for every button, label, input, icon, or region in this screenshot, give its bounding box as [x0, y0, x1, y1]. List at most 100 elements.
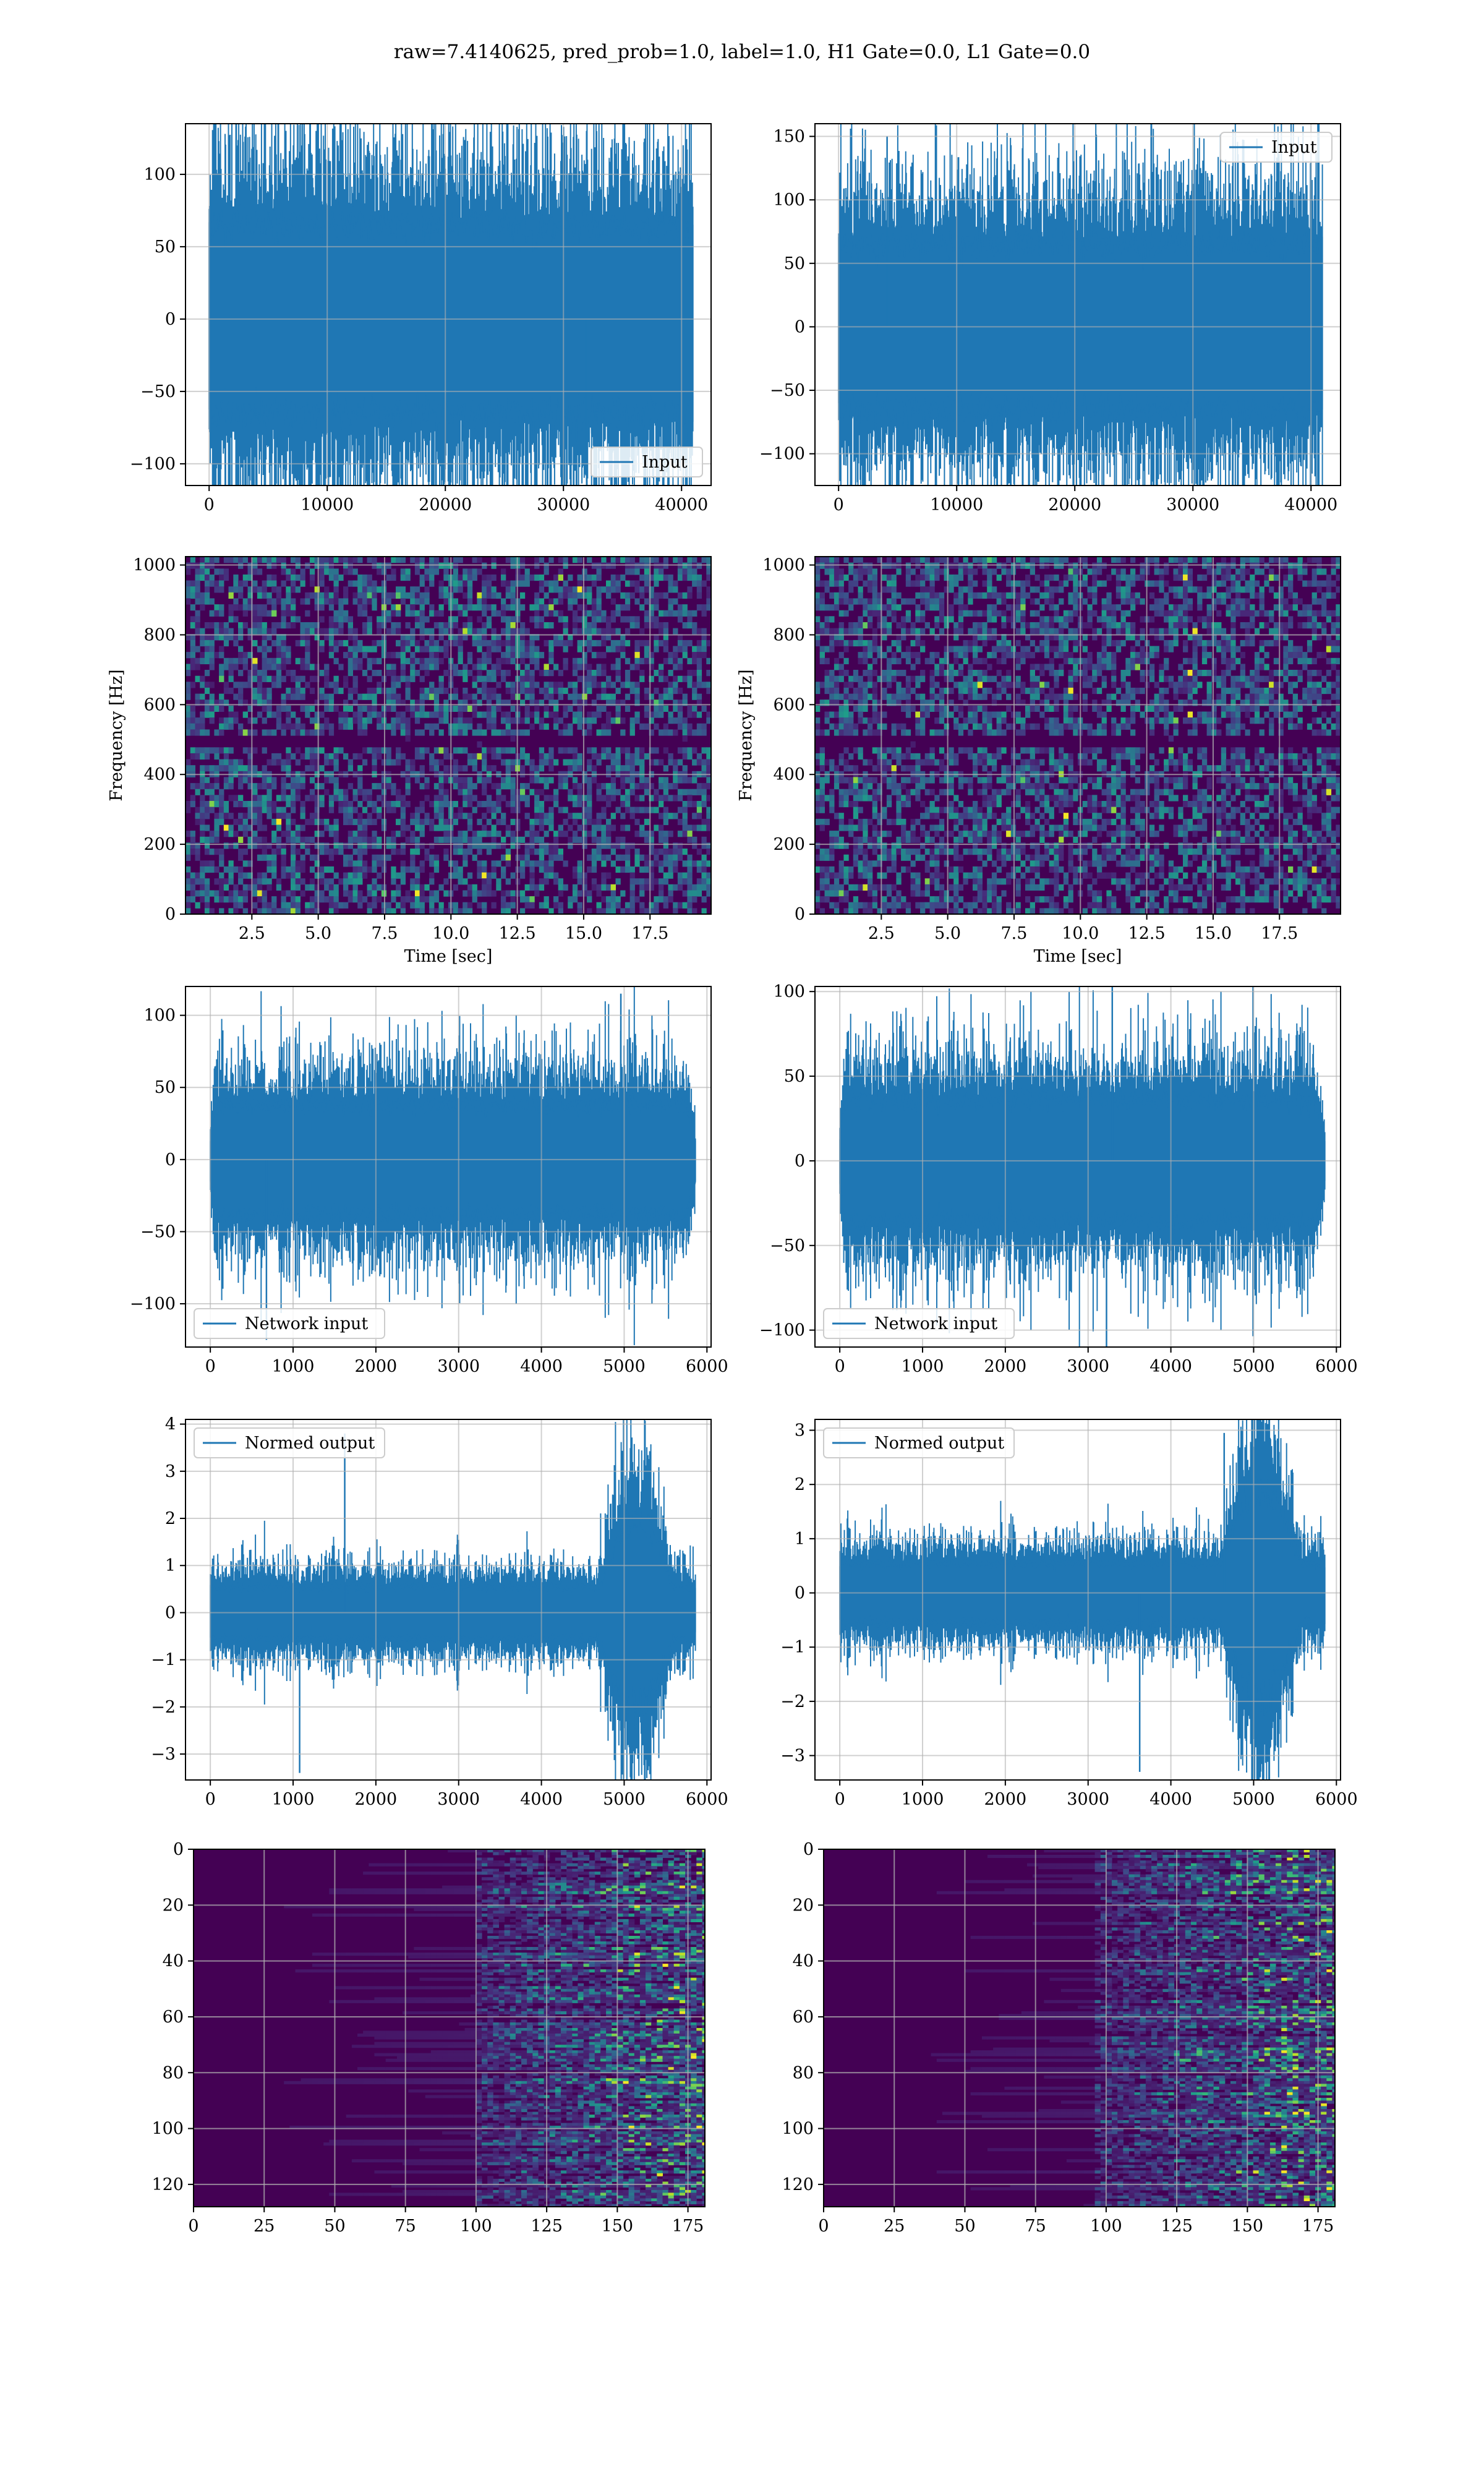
heatmap-cell: [477, 873, 482, 879]
heatmap-cell: [429, 563, 434, 569]
heatmap-cell: [702, 652, 707, 658]
heatmap-cell: [477, 598, 482, 604]
heatmap-cell: [534, 646, 539, 652]
heatmap-cell: [520, 593, 525, 599]
heatmap-cell: [934, 575, 939, 581]
heatmap-cell: [367, 884, 372, 891]
heatmap-cell: [1116, 646, 1121, 652]
heatmap-cell: [424, 563, 429, 569]
heatmap-cell: [1302, 652, 1307, 658]
heatmap-cell: [548, 586, 553, 593]
heatmap-cell: [1006, 557, 1011, 563]
heatmap-cell: [687, 866, 692, 873]
heatmap-cell: [930, 658, 935, 664]
heatmap-cell: [487, 586, 492, 593]
heatmap-cell: [1207, 652, 1212, 658]
heatmap-cell: [276, 712, 281, 718]
heatmap-cell: [1049, 586, 1054, 593]
heatmap-cell: [343, 717, 348, 724]
heatmap-cell: [544, 724, 549, 730]
heatmap-cell: [702, 729, 707, 735]
heatmap-cell: [644, 581, 649, 587]
heatmap-cell: [592, 837, 597, 843]
heatmap-cell: [353, 712, 358, 718]
heatmap-cell: [587, 598, 592, 604]
heatmap-cell: [410, 759, 415, 766]
heatmap-cell: [224, 724, 229, 730]
heatmap-cell: [548, 873, 553, 879]
heatmap-cell: [372, 604, 377, 610]
heatmap-cell: [186, 694, 190, 700]
heatmap-cell: [386, 902, 391, 909]
heatmap-cell: [305, 652, 310, 658]
heatmap-cell: [606, 646, 611, 652]
heatmap-cell: [634, 688, 639, 694]
heatmap-cell: [271, 873, 276, 879]
heatmap-cell: [443, 598, 448, 604]
heatmap-cell: [1245, 568, 1250, 575]
heatmap-cell: [1255, 593, 1260, 599]
heatmap-cell: [329, 646, 334, 652]
heatmap-cell: [673, 598, 678, 604]
heatmap-cell: [229, 658, 234, 664]
heatmap-cell: [205, 575, 210, 581]
heatmap-cell: [229, 878, 234, 884]
heatmap-cell: [1188, 586, 1193, 593]
heatmap-cell: [281, 831, 286, 837]
heatmap-cell: [238, 902, 243, 909]
heatmap-cell: [1288, 622, 1293, 628]
heatmap-cell: [267, 593, 271, 599]
x-tick-label: 10000: [930, 495, 983, 515]
heatmap-cell: [1207, 616, 1212, 622]
heatmap-cell: [848, 598, 853, 604]
heatmap-cell: [587, 813, 592, 819]
heatmap-cell: [634, 753, 639, 759]
heatmap-cell: [568, 604, 573, 610]
heatmap-cell: [511, 795, 516, 801]
heatmap-cell: [281, 581, 286, 587]
heatmap-cell: [915, 557, 920, 563]
heatmap-cell: [887, 586, 892, 593]
heatmap-cell: [243, 747, 248, 753]
heatmap-cell: [1240, 563, 1245, 569]
heatmap-cell: [539, 604, 544, 610]
heatmap-cell: [1016, 604, 1021, 610]
heatmap-cell: [487, 616, 492, 622]
heatmap-cell: [654, 896, 659, 902]
heatmap-cell: [319, 568, 324, 575]
heatmap-cell: [186, 581, 190, 587]
heatmap-cell: [1245, 640, 1250, 646]
heatmap-cell: [453, 598, 458, 604]
heatmap-cell: [291, 831, 296, 837]
heatmap-cell: [315, 783, 320, 789]
heatmap-cell: [1197, 586, 1202, 593]
heatmap-cell: [315, 729, 320, 735]
heatmap-cell: [678, 557, 683, 563]
heatmap-cell: [553, 801, 558, 807]
heatmap-cell: [324, 896, 329, 902]
heatmap-cell: [453, 873, 458, 879]
heatmap-cell: [825, 658, 830, 664]
heatmap-cell: [520, 640, 525, 646]
heatmap-cell: [434, 825, 439, 831]
heatmap-cell: [205, 884, 210, 891]
heatmap-cell: [1044, 628, 1049, 635]
heatmap-cell: [362, 729, 367, 735]
heatmap-cell: [482, 789, 487, 795]
y-axis-label: Frequency [Hz]: [107, 669, 126, 801]
heatmap-cell: [553, 640, 558, 646]
heatmap-cell: [343, 860, 348, 866]
heatmap-cell: [195, 563, 200, 569]
heatmap-cell: [372, 593, 377, 599]
heatmap-cell: [587, 557, 592, 563]
heatmap-cell: [663, 837, 668, 843]
heatmap-cell: [606, 747, 611, 753]
heatmap-cell: [439, 819, 444, 825]
heatmap-cell: [1226, 575, 1231, 581]
heatmap-cell: [544, 819, 549, 825]
heatmap-cell: [601, 610, 606, 617]
heatmap-cell: [1116, 586, 1121, 593]
heatmap-cell: [825, 563, 830, 569]
heatmap-cell: [434, 646, 439, 652]
heatmap-cell: [949, 604, 953, 610]
